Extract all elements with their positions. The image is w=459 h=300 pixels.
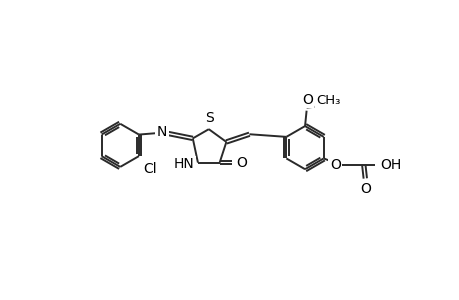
Text: S: S <box>205 110 213 124</box>
Text: Cl: Cl <box>143 162 157 176</box>
Text: CH₃: CH₃ <box>315 94 340 107</box>
Text: O: O <box>235 156 246 170</box>
Text: OH: OH <box>380 158 401 172</box>
Text: O: O <box>360 182 371 196</box>
Text: O: O <box>301 93 312 107</box>
Text: N: N <box>157 125 167 139</box>
Text: O: O <box>329 158 340 172</box>
Text: HN: HN <box>174 157 195 171</box>
